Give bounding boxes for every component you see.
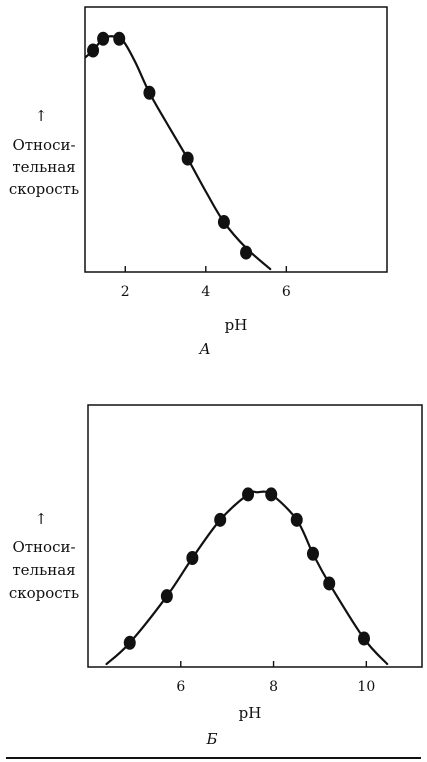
- plot-frame-a: [84, 6, 388, 273]
- x-tick-label-b-0: 6: [176, 679, 185, 695]
- series-line-b: [105, 490, 389, 666]
- x-tick-label-b-2: 10: [357, 679, 375, 695]
- data-point-b-0: [123, 635, 136, 650]
- panel-label-a: А: [198, 340, 210, 358]
- xlabel-a: pH: [225, 316, 248, 334]
- data-point-b-1: [160, 589, 173, 604]
- series-line-a: [85, 35, 272, 271]
- xlabel-b: pH: [239, 704, 262, 722]
- data-point-b-4: [242, 487, 255, 502]
- ylabel-line-3-b: скорость: [9, 584, 79, 602]
- chart-panel-a: ↑ Относи- тельная скорость 2 4 6 pH А: [9, 6, 388, 358]
- x-tick-label-b-1: 8: [269, 679, 278, 695]
- points-group-a: [87, 31, 253, 260]
- ylabel-arrow-a: ↑: [35, 107, 48, 125]
- chart-panel-b: ↑ Относи- тельная скорость 6 8 10 pH Б: [9, 404, 423, 748]
- ylabel-line-1-a: Относи-: [12, 136, 75, 154]
- ylabel-arrow-b: ↑: [35, 510, 48, 528]
- data-point-a-6: [240, 245, 253, 260]
- ylabel-line-3-a: скорость: [9, 180, 79, 198]
- data-point-b-7: [306, 546, 319, 561]
- data-point-b-5: [265, 487, 278, 502]
- panel-label-b: Б: [205, 730, 217, 748]
- curve-group-b: [105, 490, 389, 666]
- data-point-a-4: [181, 151, 194, 166]
- data-point-a-2: [113, 31, 126, 46]
- x-tick-label-a-2: 6: [282, 284, 291, 300]
- data-point-b-8: [323, 576, 336, 591]
- ylabel-line-2-a: тельная: [12, 158, 75, 176]
- plot-frame-b: [87, 404, 423, 668]
- ylabel-line-1-b: Относи-: [12, 538, 75, 556]
- data-point-b-6: [290, 512, 303, 527]
- data-point-a-3: [143, 85, 156, 100]
- x-ticks-b: 6 8 10: [176, 661, 375, 695]
- x-tick-label-a-0: 2: [121, 284, 130, 300]
- ylabel-line-2-b: тельная: [12, 561, 75, 579]
- data-point-b-9: [358, 631, 371, 646]
- points-group-b: [123, 487, 371, 650]
- curve-group-a: [85, 35, 272, 271]
- data-point-b-2: [186, 551, 199, 565]
- x-ticks-a: 2 4 6: [121, 266, 291, 300]
- data-point-a-0: [87, 43, 100, 58]
- data-point-a-5: [217, 215, 230, 230]
- data-point-a-1: [97, 31, 110, 46]
- bottom-page-line: [6, 757, 421, 759]
- x-tick-label-a-1: 4: [201, 284, 210, 300]
- data-point-b-3: [214, 512, 227, 527]
